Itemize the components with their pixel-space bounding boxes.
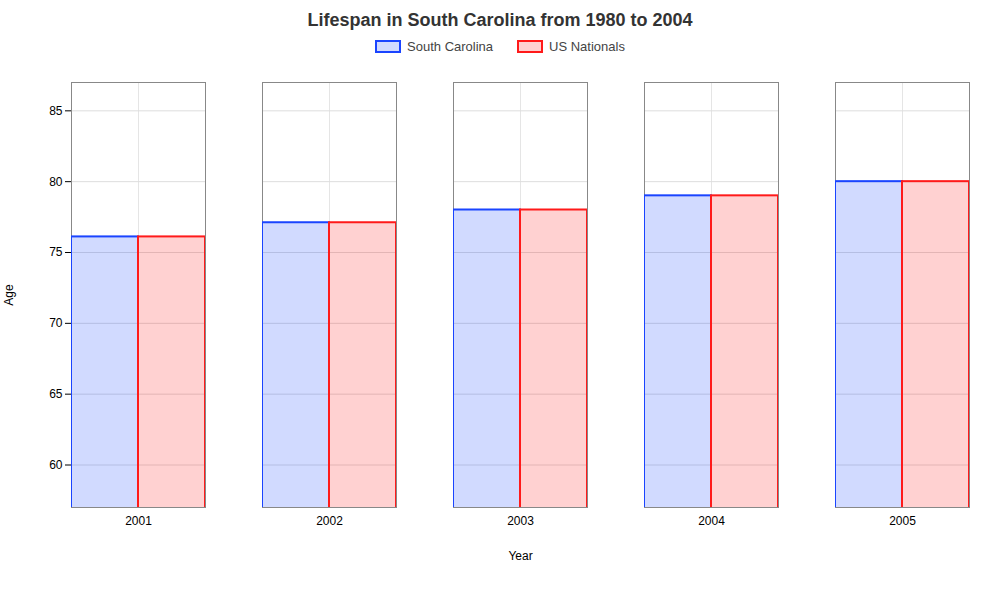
- svg-text:75: 75: [49, 245, 63, 259]
- svg-text:2001: 2001: [125, 514, 152, 528]
- svg-text:Age: Age: [2, 284, 16, 306]
- svg-text:2002: 2002: [316, 514, 343, 528]
- svg-text:70: 70: [49, 316, 63, 330]
- svg-text:80: 80: [49, 175, 63, 189]
- html-text:Lifespan in South Carolina fro: Lifespan in South Carolina from 1980 to …: [307, 10, 693, 30]
- svg-text:2003: 2003: [507, 514, 534, 528]
- svg-text:2004: 2004: [698, 514, 725, 528]
- svg-text:85: 85: [49, 104, 63, 118]
- html-text:South Carolina: South Carolina: [407, 39, 494, 54]
- svg-text:Year: Year: [508, 549, 532, 563]
- svg-text:60: 60: [49, 458, 63, 472]
- html-text:US Nationals: US Nationals: [549, 39, 625, 54]
- svg-text:2005: 2005: [889, 514, 916, 528]
- svg-text:65: 65: [49, 387, 63, 401]
